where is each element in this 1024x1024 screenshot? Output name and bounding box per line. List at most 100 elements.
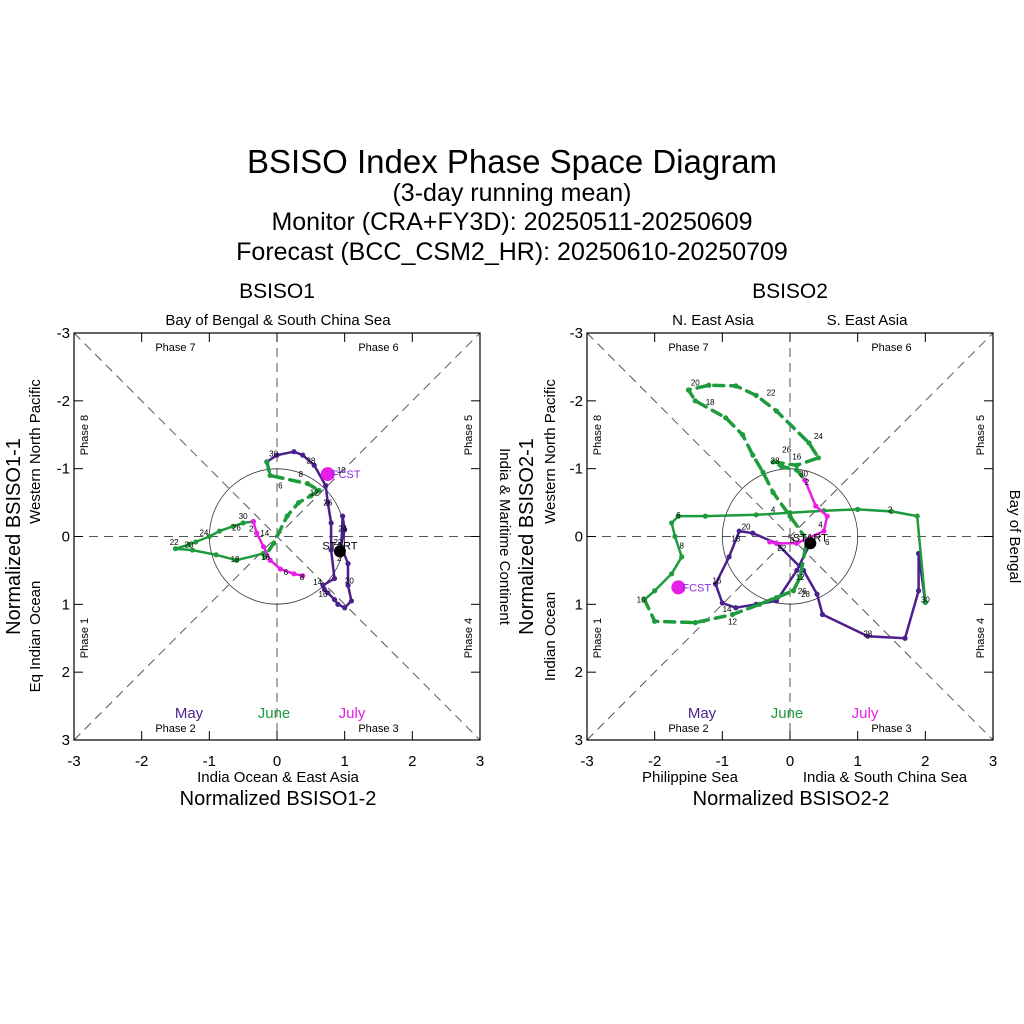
y-tick-label: -1 [57, 461, 70, 478]
data-point-may [325, 499, 331, 506]
day-label: 22 [777, 544, 786, 553]
data-point-may [291, 449, 297, 455]
day-label: 2 [805, 478, 810, 487]
day-label: 28 [306, 457, 315, 466]
y-tick-label: 3 [62, 732, 70, 749]
data-point-june [740, 432, 746, 438]
side-label-right: Bay of Bengal [1006, 490, 1023, 583]
y-tick-label: -2 [57, 393, 70, 410]
data-point-june [729, 611, 736, 618]
data-point-june [753, 512, 759, 518]
day-label: 16 [792, 452, 801, 461]
data-point-june [685, 387, 692, 393]
data-point-june [193, 539, 199, 545]
fcst-marker [671, 580, 686, 595]
day-label: 20 [185, 541, 194, 550]
fcst-marker [320, 467, 335, 482]
side-label-top: S. East Asia [827, 312, 909, 329]
day-label: 16 [261, 553, 270, 562]
day-label: 6 [278, 482, 283, 491]
data-point-june [702, 513, 709, 519]
data-point-may [865, 633, 871, 639]
day-label: 30 [269, 450, 278, 459]
data-point-june [815, 455, 822, 461]
data-point-july [821, 528, 827, 534]
day-label: 18 [731, 535, 740, 544]
data-point-june [652, 618, 658, 624]
phase-label: Phase 4 [975, 618, 987, 658]
day-label: 22 [333, 538, 342, 547]
day-label: 6 [676, 511, 681, 520]
day-label: 16 [319, 590, 328, 599]
day-label: 16 [712, 577, 721, 586]
phase-label: Phase 6 [358, 342, 398, 354]
data-point-may [902, 635, 908, 641]
data-point-july [254, 530, 260, 536]
data-point-june [692, 620, 698, 626]
day-label: 4 [818, 520, 823, 529]
data-point-july [794, 540, 800, 546]
day-label: 4 [771, 505, 776, 514]
data-point-may [342, 605, 348, 611]
data-point-june [914, 513, 920, 519]
x-tick-label: -2 [648, 753, 661, 770]
data-point-may [345, 582, 351, 588]
x-tick-label: -3 [67, 753, 80, 770]
data-point-may [726, 554, 732, 560]
data-point-june [779, 464, 785, 470]
data-point-may [328, 520, 334, 526]
data-point-june [206, 533, 212, 540]
data-point-may [750, 530, 756, 536]
start-marker [333, 545, 346, 558]
data-point-may [733, 605, 739, 611]
day-label: 30 [921, 596, 930, 605]
data-point-june [692, 398, 698, 404]
data-point-june [723, 415, 729, 421]
data-point-june [304, 480, 311, 487]
data-point-may [819, 611, 826, 618]
x-tick-label: 1 [340, 753, 348, 770]
fcst-label: FCST [682, 582, 711, 594]
day-label: 8 [300, 573, 305, 582]
data-point-june [189, 547, 196, 553]
series-line-june [642, 383, 821, 625]
day-label: 18 [706, 398, 715, 407]
data-point-june [308, 493, 314, 499]
data-point-june [806, 440, 812, 446]
data-point-july [291, 571, 297, 577]
data-point-may [323, 483, 329, 489]
data-point-june [267, 472, 273, 479]
phase-label: Phase 1 [592, 618, 604, 658]
data-point-june [888, 508, 895, 515]
start-label: START [793, 532, 828, 544]
day-label: 20 [691, 379, 700, 388]
y-tick-label: -3 [570, 325, 583, 342]
data-point-july [773, 540, 780, 546]
data-point-june [706, 382, 712, 388]
data-point-may [719, 600, 725, 606]
phase-label: Phase 2 [668, 723, 708, 735]
x-tick-label: 2 [408, 753, 416, 770]
data-point-may [712, 581, 719, 587]
y-tick-label: 2 [62, 664, 70, 681]
data-point-june [260, 550, 267, 557]
x-tick-label: 3 [989, 753, 997, 770]
data-point-june [186, 542, 192, 548]
data-point-may [331, 575, 338, 582]
day-label: 22 [767, 389, 776, 398]
x-tick-label: -1 [716, 753, 729, 770]
data-point-may [320, 582, 326, 588]
side-label-left: Indian Ocean [542, 592, 559, 681]
phase-diagonal [586, 332, 994, 741]
data-point-june [172, 546, 179, 552]
data-point-june [264, 459, 270, 465]
phase-label: Phase 2 [155, 723, 195, 735]
data-point-june [679, 554, 685, 560]
data-point-may [794, 567, 800, 574]
data-point-may [915, 588, 922, 594]
phase-label: Phase 3 [358, 723, 398, 735]
month-label-may: May [175, 705, 204, 722]
data-point-may [736, 528, 742, 534]
data-point-june [790, 588, 796, 594]
